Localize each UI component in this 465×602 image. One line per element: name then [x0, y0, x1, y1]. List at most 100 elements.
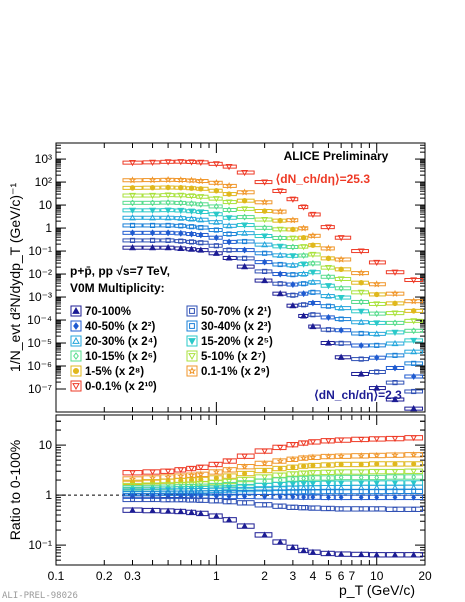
data-point [188, 487, 195, 494]
syst-box [222, 232, 237, 237]
data-point [197, 464, 205, 471]
data-point [261, 531, 268, 538]
x-tick-label: 0.3 [124, 569, 141, 583]
data-point [276, 243, 284, 250]
data-point [189, 323, 195, 329]
data-point [289, 216, 297, 224]
data-point [213, 475, 219, 481]
data-point [300, 261, 308, 268]
data-point [358, 506, 364, 512]
data-point [188, 353, 196, 361]
syst-box [236, 239, 255, 244]
data-point [357, 436, 365, 443]
data-point [300, 204, 308, 211]
data-point [310, 505, 316, 511]
syst-box [404, 349, 424, 354]
data-point [225, 486, 233, 493]
data-point [411, 327, 417, 335]
annotation-high-multiplicity: ⟨dN_ch/dη⟩=25.3 [276, 172, 371, 186]
syst-box [222, 248, 237, 253]
data-point [276, 226, 284, 233]
syst-box [320, 304, 335, 309]
data-point [325, 303, 332, 309]
data-point [225, 478, 233, 485]
syst-box [122, 193, 143, 198]
data-point [309, 453, 317, 461]
data-point [290, 272, 296, 278]
data-point [309, 470, 317, 477]
data-point [149, 229, 156, 237]
syst-box [308, 494, 321, 500]
data-point [226, 493, 232, 500]
y-tick-label: 10 [39, 198, 53, 212]
data-point [277, 217, 283, 224]
data-point [391, 329, 399, 337]
spectra-plot: 10³ 10² 10 1 10⁻¹ 10⁻² 10⁻³ 10⁻⁴ 10⁻⁵ 10⁻⁶ 10⁻⁷ ALI… [27, 142, 426, 413]
data-point [226, 247, 232, 253]
data-point [310, 493, 316, 501]
data-point [177, 467, 185, 474]
data-point [241, 206, 249, 213]
data-point [326, 506, 331, 511]
data-point [178, 497, 184, 503]
data-point [129, 160, 136, 167]
data-point [149, 469, 156, 476]
syst-box [286, 293, 299, 298]
series-70-100% [122, 244, 424, 412]
data-point [358, 298, 364, 306]
series-50-70% [122, 237, 424, 395]
syst-box [385, 341, 405, 346]
data-point [225, 164, 233, 171]
data-point [129, 237, 136, 243]
x-tick-label: 10 [370, 569, 384, 583]
data-point [177, 207, 185, 215]
legend-label: 15-20% (x 2⁵) [201, 336, 273, 348]
data-point [411, 488, 417, 494]
series-20-30% [122, 214, 424, 355]
legend-item: 20-30% (x 2⁴) [70, 335, 157, 348]
data-point [261, 208, 268, 214]
data-point [226, 191, 232, 197]
data-point [262, 467, 268, 474]
data-point [410, 277, 418, 284]
data-point [337, 235, 345, 242]
syst-box [222, 467, 237, 473]
data-point [357, 370, 365, 377]
data-point [178, 229, 184, 237]
legend-item: 10-15% (x 2⁶) [70, 350, 157, 363]
syst-box [236, 256, 255, 261]
data-point [325, 255, 332, 262]
data-point [392, 300, 398, 307]
data-point [358, 279, 364, 286]
data-point [410, 337, 418, 345]
syst-box [334, 474, 352, 481]
syst-box [254, 494, 273, 500]
annotation-low-multiplicity: ⟨dN_ch/dη⟩=2.3 [314, 388, 402, 402]
data-point [164, 207, 172, 214]
syst-box [174, 200, 187, 205]
legend-swatch [70, 335, 82, 347]
data-point [338, 316, 344, 322]
data-point [325, 224, 332, 231]
data-point [309, 269, 317, 276]
legend-item: 40-50% (x 2²) [70, 320, 155, 333]
syst-box [196, 202, 209, 207]
data-point [373, 330, 381, 337]
ratio-series-50-70% [122, 496, 424, 512]
data-point [225, 222, 233, 229]
data-point [374, 474, 380, 481]
data-point [276, 457, 284, 465]
data-point [242, 238, 248, 245]
data-point [149, 159, 156, 166]
data-point [188, 224, 195, 230]
legend-label: 0.1-1% (x 2⁹) [201, 366, 270, 378]
data-point [197, 194, 205, 201]
data-point [309, 481, 317, 488]
data-point [338, 494, 344, 501]
data-point [165, 237, 171, 243]
data-point [177, 508, 185, 514]
data-point [325, 469, 332, 476]
data-point [392, 364, 398, 372]
data-point [374, 354, 380, 362]
data-point [240, 188, 249, 196]
